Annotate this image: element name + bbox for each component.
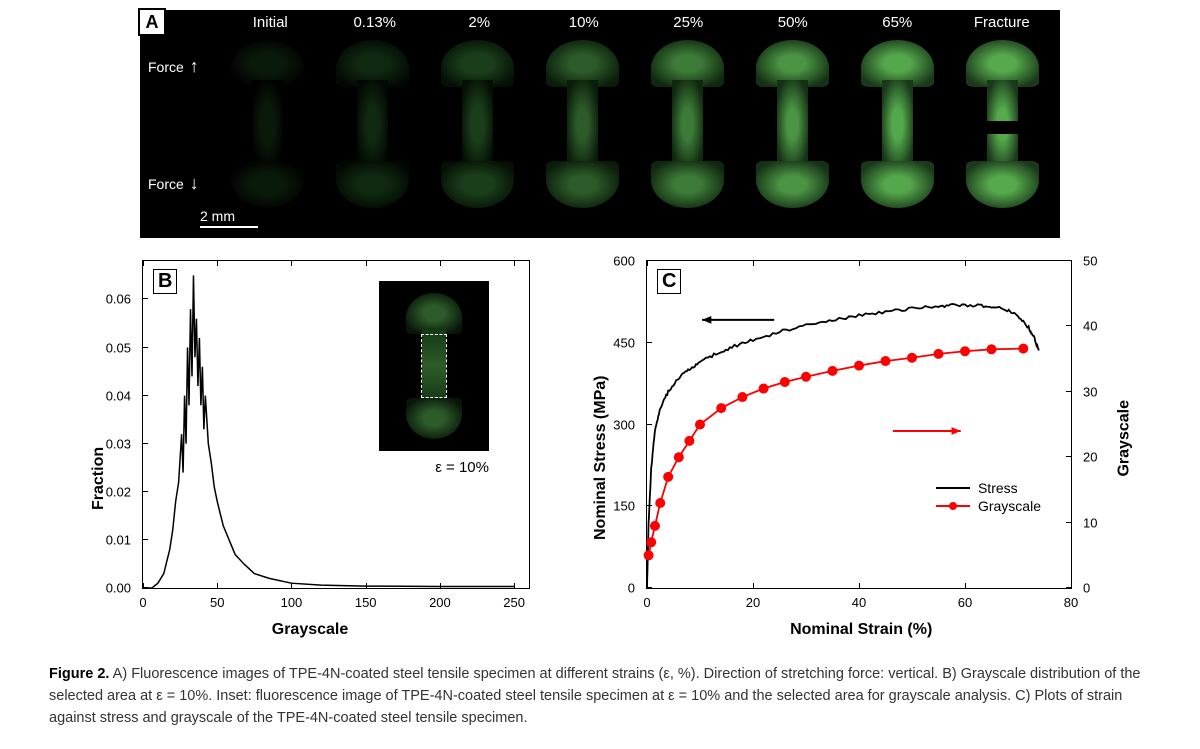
panel-c-ylabel-left: Nominal Stress (MPa) — [592, 376, 610, 540]
tick-label: 0.01 — [106, 532, 131, 547]
specimen — [743, 40, 842, 208]
force-text: Force — [148, 59, 184, 75]
tick-label: 600 — [613, 254, 635, 269]
tick-label: 0 — [139, 595, 146, 610]
specimen — [953, 40, 1052, 208]
tick-label: 30 — [1083, 384, 1097, 399]
strain-label: Fracture — [950, 14, 1055, 31]
legend-row: Grayscale — [936, 498, 1041, 514]
tick-label: 150 — [613, 499, 635, 514]
specimen — [638, 40, 737, 208]
inset-specimen-bot — [406, 398, 461, 439]
panel-c-stress-grayscale: C StressGrayscale 0204060800150300450600… — [570, 250, 1130, 645]
scale-bar: 2 mm — [200, 208, 258, 228]
tick-label: 0 — [1083, 581, 1090, 596]
panel-b-label: B — [153, 269, 177, 294]
tick-label: 0 — [643, 595, 650, 610]
specimens-row — [218, 40, 1052, 208]
tick-label: 0.02 — [106, 484, 131, 499]
panel-c-xlabel: Nominal Strain (%) — [790, 621, 932, 639]
tick-label: 0.06 — [106, 292, 131, 307]
panel-b-plot-area: B ε = 10% 0501001502002500.000.010.020.0… — [142, 260, 530, 589]
panel-c-plot-area: C StressGrayscale 0204060800150300450600… — [646, 260, 1072, 589]
tick-label: 80 — [1064, 595, 1078, 610]
strain-label: 10% — [532, 14, 637, 31]
scale-line — [200, 226, 258, 228]
strain-label: 2% — [427, 14, 532, 31]
figure-caption: Figure 2. A) Fluorescence images of TPE-… — [45, 664, 1155, 729]
specimen — [323, 40, 422, 208]
strain-label: Initial — [218, 14, 323, 31]
legend-row: Stress — [936, 480, 1041, 496]
tick-label: 0 — [628, 581, 635, 596]
tick-label: 40 — [1083, 319, 1097, 334]
row-panels-bc: B ε = 10% 0501001502002500.000.010.020.0… — [45, 250, 1155, 650]
strain-label: 50% — [741, 14, 846, 31]
strain-label: 0.13% — [323, 14, 428, 31]
tick-label: 0.00 — [106, 581, 131, 596]
tick-label: 60 — [958, 595, 972, 610]
tick-label: 250 — [503, 595, 525, 610]
force-text: Force — [148, 176, 184, 192]
panel-c-svg — [647, 261, 1071, 588]
panel-c-ylabel-right: Grayscale — [1116, 400, 1134, 477]
specimen — [848, 40, 947, 208]
strain-label: 65% — [845, 14, 950, 31]
inset-roi-box — [421, 334, 447, 398]
tick-label: 10 — [1083, 515, 1097, 530]
panel-a-fluorescence-strip: A Initial0.13%2%10%25%50%65%Fracture For… — [140, 10, 1060, 238]
tick-label: 450 — [613, 335, 635, 350]
tick-label: 100 — [281, 595, 303, 610]
panel-a-label: A — [138, 8, 166, 36]
inset-strain-label: ε = 10% — [435, 459, 489, 476]
specimen — [428, 40, 527, 208]
tick-label: 20 — [746, 595, 760, 610]
tick-label: 50 — [210, 595, 224, 610]
panel-b-inset — [379, 281, 489, 451]
tick-label: 50 — [1083, 254, 1097, 269]
caption-prefix: Figure 2. — [49, 666, 109, 682]
specimen — [218, 40, 317, 208]
force-label-up: Force — [148, 56, 199, 77]
force-label-down: Force — [148, 173, 199, 194]
tick-label: 300 — [613, 417, 635, 432]
caption-text: A) Fluorescence images of TPE-4N-coated … — [49, 666, 1140, 726]
tick-label: 0.04 — [106, 388, 131, 403]
tick-label: 150 — [355, 595, 377, 610]
panel-b-xlabel: Grayscale — [272, 621, 349, 639]
panel-c-legend: Stress Grayscale — [928, 474, 1049, 520]
tick-label: 0.03 — [106, 436, 131, 451]
strain-label: 25% — [636, 14, 741, 31]
tick-label: 20 — [1083, 450, 1097, 465]
panel-b-ylabel: Fraction — [90, 447, 108, 510]
panel-c-label: C — [657, 269, 681, 294]
specimen — [533, 40, 632, 208]
tick-label: 40 — [852, 595, 866, 610]
strain-labels-row: Initial0.13%2%10%25%50%65%Fracture — [140, 14, 1060, 31]
panel-b-grayscale-histogram: B ε = 10% 0 50 100 150 200 250 0.00 0.01 0.02 0.0… — [70, 250, 550, 645]
tick-label: 0.05 — [106, 340, 131, 355]
tick-label: 200 — [429, 595, 451, 610]
scale-text: 2 mm — [200, 208, 235, 224]
